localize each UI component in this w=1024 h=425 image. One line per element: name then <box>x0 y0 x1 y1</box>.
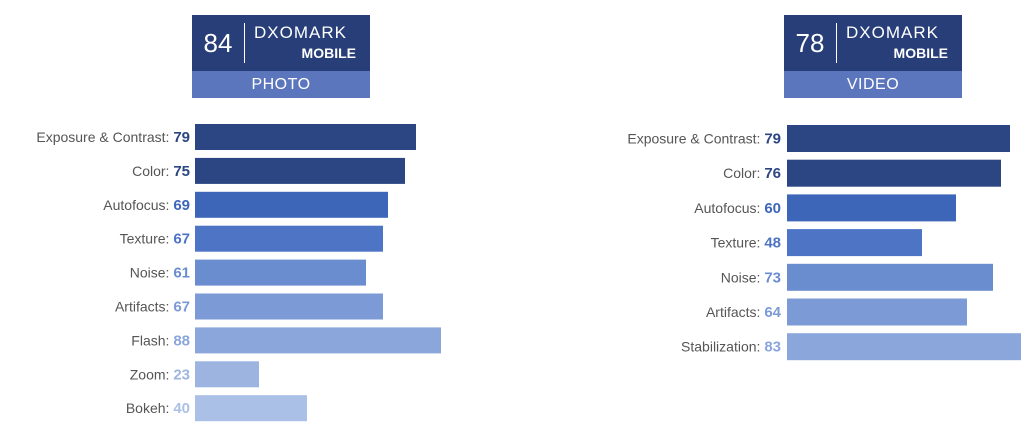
photo-overall-score: 84 <box>203 28 233 58</box>
photo-badge-divider <box>244 23 245 63</box>
video-category-label-0: Exposure & Contrast: <box>627 131 764 147</box>
video-score-badge: 78 DXOMARK MOBILE VIDEO <box>784 15 962 98</box>
photo-value-label-8: 40 <box>173 400 190 417</box>
photo-value-label-2: 69 <box>173 197 190 214</box>
photo-panel: 84 DXOMARK MOBILE PHOTO Exposure & Contr… <box>36 15 441 422</box>
video-category-label-5: Artifacts: <box>706 304 764 320</box>
video-category-label-4: Noise: <box>721 269 765 285</box>
video-bar-5 <box>787 298 967 326</box>
photo-category-label-6: Flash: <box>131 332 173 348</box>
video-value-label-2: 60 <box>764 200 781 217</box>
photo-category-label-7: Zoom: <box>130 366 174 382</box>
photo-category-label-4: Noise: <box>130 265 174 281</box>
video-bar-0 <box>787 125 1010 152</box>
photo-value-label-5: 67 <box>173 299 190 316</box>
video-value-label-4: 73 <box>764 269 781 286</box>
video-overall-score: 78 <box>795 28 825 58</box>
photo-bar-2 <box>195 191 388 218</box>
photo-bar-5 <box>195 293 383 320</box>
video-label-1: Color: 76 <box>723 165 781 182</box>
photo-value-label-3: 67 <box>173 231 190 248</box>
video-value-label-5: 64 <box>764 304 781 321</box>
photo-label-4: Noise: 61 <box>130 265 190 282</box>
photo-category-label-1: Color: <box>132 163 173 179</box>
photo-badge-category: PHOTO <box>192 71 370 98</box>
photo-value-label-1: 75 <box>173 163 190 180</box>
photo-label-5: Artifacts: 67 <box>115 299 190 316</box>
photo-label-3: Texture: 67 <box>120 231 190 248</box>
photo-value-label-4: 61 <box>173 265 190 282</box>
photo-bar-1 <box>195 157 405 184</box>
photo-badge-brand: DXOMARK <box>254 23 347 42</box>
photo-category-label-0: Exposure & Contrast: <box>36 129 173 145</box>
video-subscore-chart: Exposure & Contrast: 79 Color: 76 Autofocu… <box>627 125 1021 361</box>
photo-badge-sub: MOBILE <box>301 45 356 61</box>
video-value-label-6: 83 <box>764 339 781 356</box>
photo-label-7: Zoom: 23 <box>130 366 190 383</box>
photo-bar-8 <box>195 395 307 422</box>
photo-label-2: Autofocus: 69 <box>103 197 190 214</box>
photo-value-label-6: 88 <box>173 332 190 349</box>
video-value-label-0: 79 <box>764 131 781 148</box>
photo-value-label-0: 79 <box>173 129 190 146</box>
photo-category-label-8: Bokeh: <box>126 400 173 416</box>
video-bar-3 <box>787 229 922 257</box>
video-label-6: Stabilization: 83 <box>681 339 781 356</box>
photo-value-label-7: 23 <box>173 366 190 383</box>
photo-bar-0 <box>195 124 416 150</box>
video-category-label-3: Texture: <box>711 235 765 251</box>
video-bar-1 <box>787 159 1001 187</box>
video-bar-2 <box>787 194 956 222</box>
video-badge-category: VIDEO <box>784 71 962 98</box>
video-label-0: Exposure & Contrast: 79 <box>627 131 781 148</box>
photo-label-0: Exposure & Contrast: 79 <box>36 129 190 146</box>
photo-bar-7 <box>195 361 259 388</box>
video-category-label-1: Color: <box>723 165 764 181</box>
photo-label-1: Color: 75 <box>132 163 190 180</box>
video-value-label-3: 48 <box>764 235 781 252</box>
video-badge-header: 78 DXOMARK MOBILE <box>784 15 962 71</box>
video-bar-6 <box>787 333 1021 361</box>
video-label-2: Autofocus: 60 <box>694 200 781 217</box>
video-category-label-6: Stabilization: <box>681 339 764 355</box>
video-badge-divider <box>836 23 837 63</box>
photo-subscore-chart: Exposure & Contrast: 79 Color: 75 Autofocu… <box>36 124 441 422</box>
photo-bar-3 <box>195 225 383 252</box>
photo-score-badge: 84 DXOMARK MOBILE PHOTO <box>192 15 370 98</box>
video-bar-4 <box>787 263 993 291</box>
video-label-5: Artifacts: 64 <box>706 304 782 321</box>
video-label-3: Texture: 48 <box>711 235 781 252</box>
video-badge-brand: DXOMARK <box>846 23 939 42</box>
photo-category-label-2: Autofocus: <box>103 197 173 213</box>
video-label-4: Noise: 73 <box>721 269 781 286</box>
photo-badge-header: 84 DXOMARK MOBILE <box>192 15 370 71</box>
video-badge-sub: MOBILE <box>893 45 948 61</box>
photo-bar-6 <box>195 327 441 354</box>
photo-category-label-3: Texture: <box>120 231 174 247</box>
photo-category-label-5: Artifacts: <box>115 299 173 315</box>
video-category-label-2: Autofocus: <box>694 200 764 216</box>
photo-label-8: Bokeh: 40 <box>126 400 190 417</box>
photo-label-6: Flash: 88 <box>131 332 190 349</box>
video-value-label-1: 76 <box>764 165 781 182</box>
video-panel: 78 DXOMARK MOBILE VIDEO Exposure & Contr… <box>512 0 1024 425</box>
photo-bar-4 <box>195 259 366 286</box>
